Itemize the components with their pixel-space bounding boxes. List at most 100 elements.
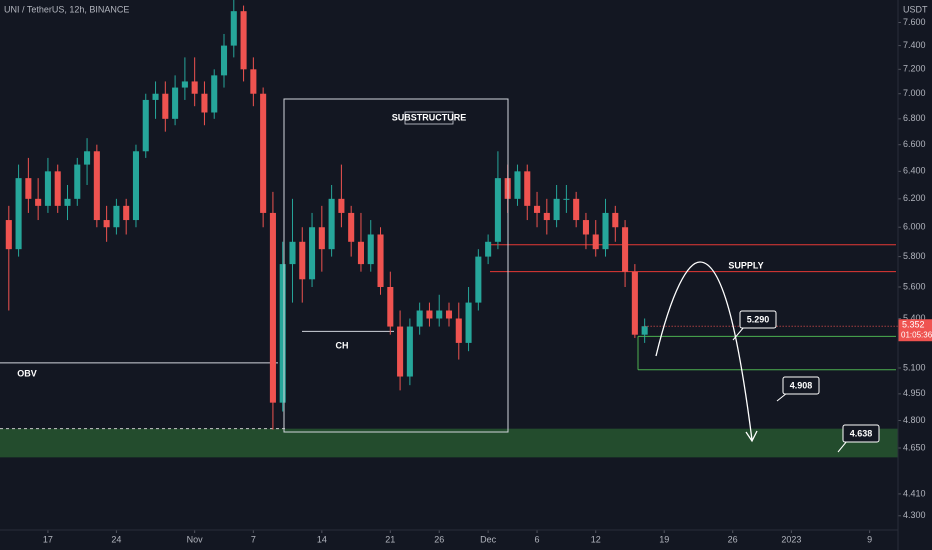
- candle-body: [35, 198, 42, 206]
- candle-body: [240, 11, 247, 70]
- candle-body: [113, 205, 120, 228]
- candle-body: [553, 198, 560, 221]
- callout-text: 4.908: [790, 380, 813, 390]
- x-tick-label: 2023: [781, 534, 801, 544]
- candle-body: [181, 81, 188, 88]
- candle-body: [377, 234, 384, 287]
- candle-body: [84, 151, 91, 165]
- last-price-box: [898, 319, 932, 342]
- callout-text: 5.290: [747, 314, 770, 324]
- candle-body: [426, 310, 433, 319]
- y-tick-label: 4.300: [903, 510, 926, 520]
- candle-body: [269, 212, 276, 403]
- candle-body: [299, 241, 306, 280]
- candle-body: [397, 326, 404, 377]
- candle-body: [602, 212, 609, 250]
- candle-body: [93, 151, 100, 221]
- candle-body: [201, 93, 208, 113]
- candle-body: [318, 227, 325, 250]
- y-tick-label: 5.800: [903, 251, 926, 261]
- candle-body: [309, 227, 316, 280]
- candle-body: [387, 286, 394, 327]
- x-tick-label: 21: [385, 534, 395, 544]
- x-tick-label: 17: [43, 534, 53, 544]
- candle-body: [64, 198, 71, 206]
- callout-box: [842, 424, 880, 443]
- demand-zone: [0, 428, 898, 458]
- candle-body: [465, 302, 472, 343]
- candle-body: [514, 171, 521, 199]
- candle-body: [152, 93, 159, 100]
- y-tick-label: 7.600: [903, 17, 926, 27]
- candle-body: [534, 205, 541, 213]
- candle-body: [103, 220, 110, 228]
- y-tick-label: 4.800: [903, 415, 926, 425]
- arrow-head: [745, 430, 758, 443]
- y-tick-label: 7.400: [903, 40, 926, 50]
- y-tick-label: 7.200: [903, 64, 926, 74]
- candle-body: [25, 178, 32, 199]
- candle-body: [592, 234, 599, 250]
- candle-body: [563, 198, 570, 200]
- x-tick-label: 26: [728, 534, 738, 544]
- note-text: OBV: [17, 368, 37, 378]
- y-tick-label: 4.410: [903, 488, 926, 498]
- x-tick-label: 6: [535, 534, 540, 544]
- candle-body: [612, 212, 619, 228]
- y-tick-label: 4.650: [903, 442, 926, 452]
- candle-body: [132, 151, 140, 221]
- candle-body: [455, 318, 462, 343]
- callout-box: [739, 310, 777, 329]
- candle-body: [54, 171, 61, 206]
- candle-body: [406, 326, 413, 377]
- candle-body: [436, 310, 443, 319]
- x-tick-label: 9: [867, 534, 872, 544]
- candle-body: [494, 178, 501, 242]
- countdown-label: 01:05:36: [901, 330, 932, 339]
- x-tick-label: 12: [591, 534, 601, 544]
- y-tick-label: 4.950: [903, 388, 926, 398]
- x-tick-label: Dec: [480, 534, 497, 544]
- candle-body: [338, 198, 345, 213]
- candle-body: [123, 205, 130, 221]
- candle-body: [631, 271, 638, 335]
- y-tick-label: 6.000: [903, 222, 926, 232]
- x-tick-label: Nov: [187, 534, 204, 544]
- candle-body: [250, 69, 257, 94]
- candle-body: [289, 241, 296, 265]
- candle-body: [220, 45, 228, 76]
- candle-body: [230, 11, 237, 46]
- candle-body: [445, 310, 453, 319]
- callout-box: [782, 376, 820, 395]
- candle-body: [524, 171, 531, 206]
- candle-body: [172, 87, 179, 119]
- last-price-label: 5.352: [902, 320, 925, 330]
- candle-body: [348, 212, 355, 242]
- candle-body: [573, 198, 580, 221]
- callout-text: 4.638: [850, 428, 873, 438]
- candle-body: [357, 241, 364, 265]
- candle-body: [582, 220, 589, 235]
- candle-body: [367, 234, 374, 265]
- candle-body: [485, 241, 492, 257]
- candle-body: [328, 198, 335, 250]
- candle-body: [260, 93, 267, 213]
- x-tick-label: 19: [659, 534, 669, 544]
- candle-body: [5, 220, 12, 250]
- candle-body: [142, 99, 149, 152]
- note-text: CH: [336, 340, 349, 350]
- candle-body: [279, 264, 286, 403]
- candle-body: [162, 93, 169, 119]
- candle-body: [44, 171, 51, 206]
- note-box: [404, 111, 454, 125]
- y-tick-label: 5.100: [903, 362, 926, 372]
- projection-arrow: [655, 261, 753, 441]
- y-axis-label: USDT: [903, 4, 928, 14]
- candle-body: [416, 310, 423, 327]
- candle-body: [211, 75, 218, 113]
- note-text: SUPPLY: [728, 260, 763, 270]
- x-tick-label: 26: [434, 534, 444, 544]
- candle-body: [475, 256, 482, 303]
